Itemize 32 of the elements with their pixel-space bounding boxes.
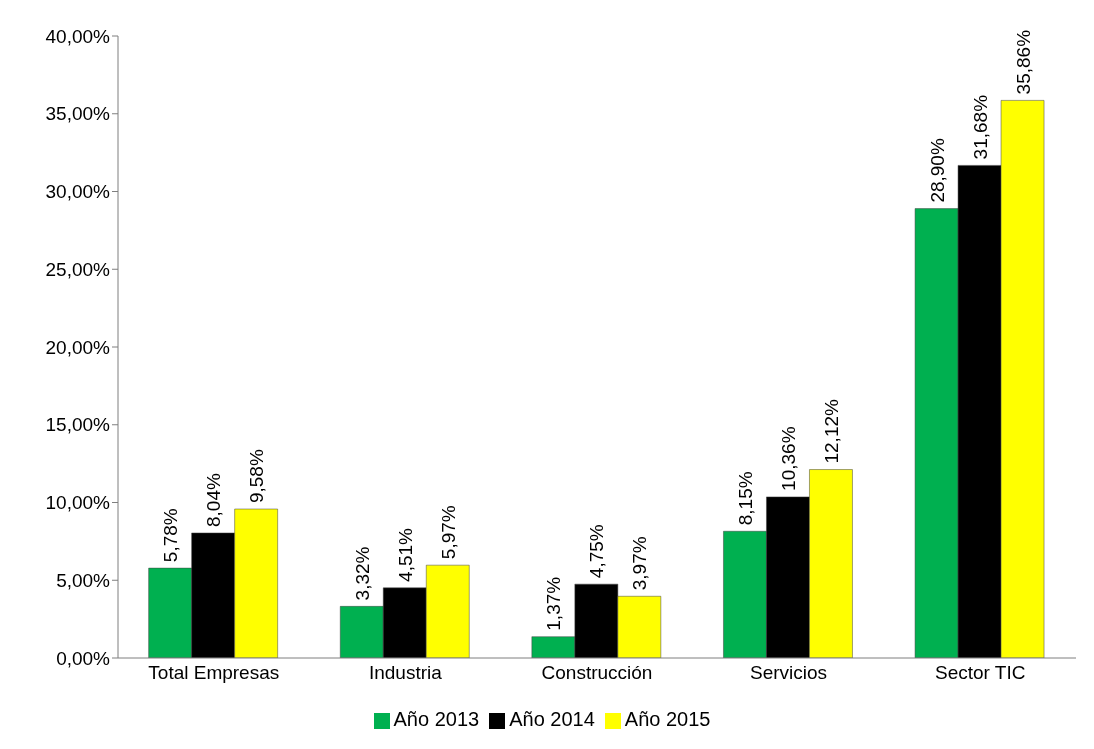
data-label: 4,51% xyxy=(394,527,416,582)
legend-label: Año 2013 xyxy=(393,708,480,730)
legend-label: Año 2014 xyxy=(509,708,595,730)
data-label: 12,12% xyxy=(820,398,842,464)
legend-label: Año 2015 xyxy=(624,708,711,730)
y-tick-label: 10,00% xyxy=(45,492,111,514)
data-label: 8,04% xyxy=(203,473,225,527)
data-label: 3,97% xyxy=(629,536,651,591)
data-label: 10,36% xyxy=(777,426,799,491)
y-tick-label: 0,00% xyxy=(56,647,111,669)
y-tick-label: 5,00% xyxy=(56,569,111,591)
y-tick-label: 20,00% xyxy=(45,336,111,358)
data-label: 5,97% xyxy=(437,505,459,560)
data-label: 1,37% xyxy=(543,576,565,631)
x-tick-label: Industria xyxy=(368,662,443,684)
data-label: 9,58% xyxy=(246,449,268,504)
y-tick-label: 30,00% xyxy=(45,181,111,203)
data-label: 5,78% xyxy=(160,508,182,563)
data-label: 35,86% xyxy=(1012,29,1034,95)
data-label: 28,90% xyxy=(926,138,948,203)
x-tick-label: Sector TIC xyxy=(934,662,1026,684)
y-tick-label: 35,00% xyxy=(45,103,111,125)
data-label: 4,75% xyxy=(586,524,608,579)
x-tick-label: Construcción xyxy=(541,662,653,684)
x-tick-label: Total Empresas xyxy=(148,662,280,684)
data-label: 31,68% xyxy=(969,94,991,160)
x-tick-label: Servicios xyxy=(750,662,828,684)
data-label: 8,15% xyxy=(734,471,756,526)
y-tick-label: 25,00% xyxy=(45,258,111,280)
y-tick-label: 40,00% xyxy=(45,25,111,47)
data-label: 3,32% xyxy=(351,546,373,601)
y-tick-label: 15,00% xyxy=(45,414,111,436)
